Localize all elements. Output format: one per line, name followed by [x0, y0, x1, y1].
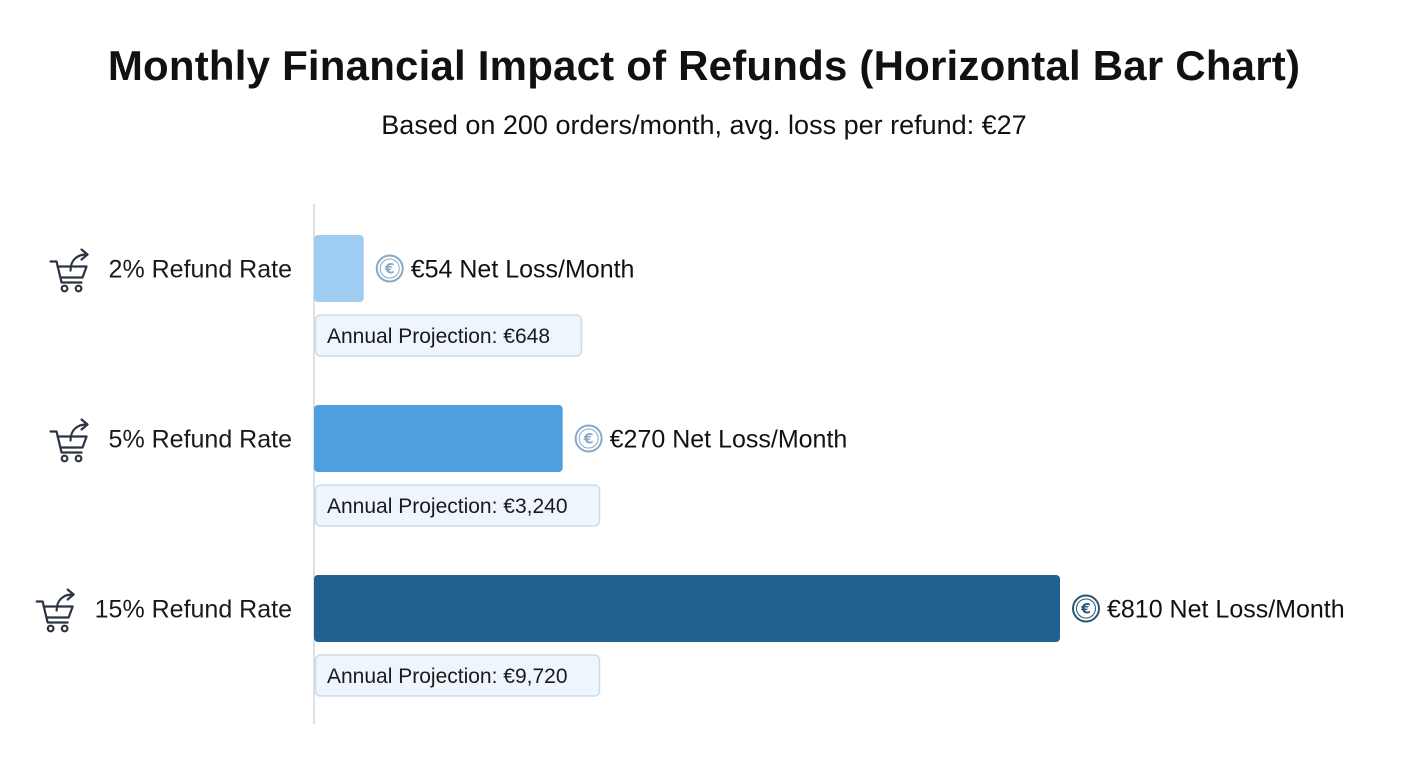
bar-row: 5% Refund Rate € €270 Net Loss/Month Annual…	[49, 405, 848, 527]
refund-arrow-head	[66, 588, 75, 601]
category-label: 5% Refund Rate	[109, 426, 292, 454]
annual-projection-box	[314, 654, 601, 697]
refund-arrow-head	[80, 248, 89, 261]
bar	[314, 575, 1060, 642]
euro-coin-icon: €	[375, 254, 404, 283]
cart-basket	[42, 605, 74, 619]
chart-title: Monthly Financial Impact of Refunds (Hor…	[107, 42, 1301, 89]
refund-arrow-curve	[69, 423, 88, 442]
coin-inner	[1076, 598, 1096, 619]
cart-frame	[35, 600, 69, 624]
category-label: 2% Refund Rate	[109, 256, 292, 284]
bar-row: 15% Refund Rate € €810 Net Loss/Month Annua…	[35, 575, 1345, 697]
euro-glyph: €	[384, 262, 395, 278]
refund-arrow-curve	[55, 593, 74, 612]
cart-wheel	[60, 624, 69, 633]
refund-arrow-head	[80, 418, 89, 431]
chart-subtitle: Based on 200 orders/month, avg. loss per…	[381, 110, 1027, 140]
annual-projection-label: Annual Projection: €648	[327, 325, 550, 348]
cart-basket	[56, 435, 88, 449]
data-label: €54 Net Loss/Month	[411, 256, 635, 284]
euro-coin-icon: €	[1072, 594, 1100, 623]
cart-wheel	[74, 454, 83, 463]
annual-projection-box	[314, 314, 583, 357]
bars-layer: 2% Refund Rate € €54 Net Loss/Month Annual …	[35, 235, 1345, 697]
annual-projection-box	[314, 484, 601, 527]
euro-glyph: €	[1080, 602, 1091, 618]
refund-arrow-curve	[69, 253, 88, 272]
cart-wheel	[46, 624, 55, 633]
annual-projection-label: Annual Projection: €9,720	[327, 665, 568, 688]
cart-wheel	[74, 284, 83, 293]
euro-coin-icon: €	[574, 424, 603, 453]
annual-projection-label: Annual Projection: €3,240	[327, 495, 568, 518]
cart-wheel	[60, 454, 69, 463]
shopping-cart-refund-icon	[49, 248, 89, 293]
euro-glyph: €	[583, 432, 594, 448]
cart-basket	[56, 265, 88, 279]
data-label: €810 Net Loss/Month	[1107, 596, 1345, 624]
bar-row: 2% Refund Rate € €54 Net Loss/Month Annual …	[49, 235, 635, 357]
coin-inner	[379, 258, 400, 279]
cart-frame	[49, 430, 83, 454]
bar	[314, 235, 364, 302]
data-label: €270 Net Loss/Month	[610, 426, 848, 454]
coin-inner	[578, 428, 599, 449]
category-label: 15% Refund Rate	[95, 596, 292, 624]
shopping-cart-refund-icon	[49, 418, 89, 463]
cart-frame	[49, 260, 83, 284]
shopping-cart-refund-icon	[35, 588, 75, 633]
cart-wheel	[60, 284, 69, 293]
bar	[314, 405, 563, 472]
